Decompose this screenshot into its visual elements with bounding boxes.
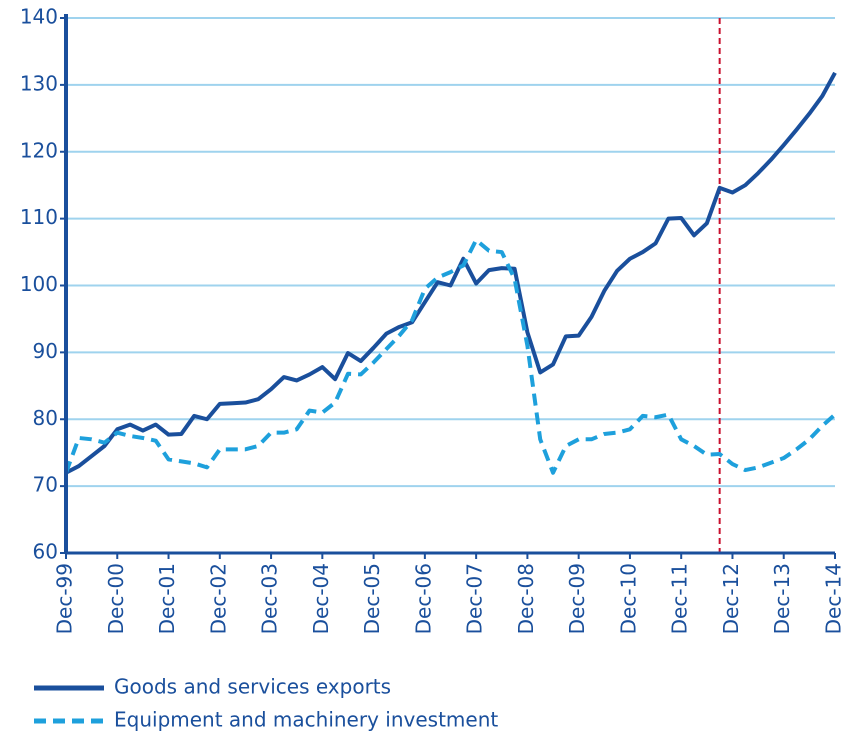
x-tick-label: Dec-07 [463,563,487,634]
y-tick-label: 110 [20,205,58,229]
y-tick-label: 140 [20,5,58,29]
y-tick-label: 90 [33,339,58,363]
x-tick-label: Dec-02 [206,563,230,634]
y-tick-label: 100 [20,272,58,296]
y-tick-label: 130 [20,71,58,95]
y-tick-label: 70 [33,473,58,497]
x-tick-label: Dec-01 [155,563,179,634]
y-tick-label: 60 [33,540,58,564]
x-tick-label: Dec-05 [360,563,384,634]
x-tick-label: Dec-04 [309,563,333,634]
x-tick-label: Dec-09 [565,563,589,634]
x-tick-label: Dec-00 [104,563,128,634]
series-line [65,71,837,475]
x-tick-label: Dec-10 [616,563,640,634]
legend-label: Equipment and machinery investment [114,708,498,732]
x-tick-label: Dec-11 [668,563,692,634]
x-tick-label: Dec-06 [411,563,435,634]
series-line [64,238,837,475]
x-tick-label: Dec-13 [770,563,794,634]
y-tick-label: 120 [20,138,58,162]
x-tick-label: Dec-14 [822,563,846,634]
x-tick-label: Dec-99 [53,563,77,634]
legend-label: Goods and services exports [114,675,391,699]
y-tick-label: 80 [33,406,58,430]
x-tick-label: Dec-12 [719,563,743,634]
x-tick-label: Dec-03 [258,563,282,634]
x-tick-label: Dec-08 [514,563,538,634]
